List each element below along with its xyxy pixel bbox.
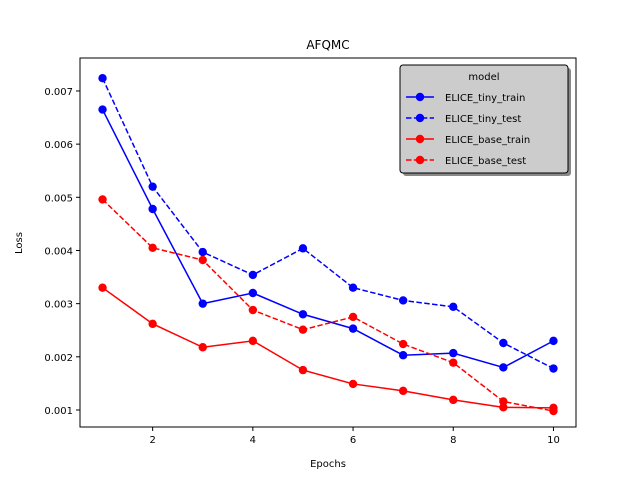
- data-point: [198, 255, 207, 265]
- data-point: [98, 283, 107, 292]
- data-point: [248, 336, 258, 346]
- data-point: [549, 364, 558, 373]
- x-tick-label: 2: [149, 435, 155, 446]
- series-ELICE_tiny_train: [98, 105, 558, 372]
- data-point: [148, 319, 157, 329]
- legend-entry: ELICE_tiny_test: [406, 113, 521, 125]
- data-point: [248, 305, 258, 315]
- data-point: [398, 351, 408, 360]
- data-point: [348, 283, 358, 292]
- data-point: [398, 386, 408, 396]
- data-point: [298, 365, 308, 375]
- data-point: [148, 204, 157, 214]
- data-point: [98, 195, 107, 204]
- x-tick-label: 10: [547, 435, 560, 446]
- x-axis-label: Epochs: [310, 459, 346, 470]
- series-line: [101, 77, 554, 370]
- data-point: [499, 338, 508, 348]
- series-line: [102, 198, 554, 412]
- data-point: [98, 105, 107, 114]
- y-tick-label: 0.003: [44, 300, 73, 311]
- legend-marker: [415, 113, 425, 123]
- data-point: [348, 312, 358, 322]
- data-point: [499, 397, 508, 406]
- legend-title: model: [468, 72, 499, 83]
- data-point: [248, 270, 258, 280]
- data-point: [248, 288, 258, 298]
- data-point: [449, 395, 458, 405]
- data-point: [298, 310, 308, 319]
- data-point: [348, 324, 358, 333]
- y-tick-label: 0.005: [44, 193, 73, 204]
- data-point: [499, 363, 508, 372]
- data-point: [398, 339, 408, 349]
- legend: model ELICE_tiny_train ELICE_tiny_test ELI…: [399, 64, 571, 176]
- data-point: [449, 348, 458, 358]
- y-axis: 0.001 0.002 0.003 0.004 0.005 0.006 0.007: [44, 87, 80, 417]
- y-tick-label: 0.007: [44, 87, 73, 98]
- legend-marker: [415, 134, 425, 144]
- legend-label: ELICE_tiny_test: [445, 114, 521, 125]
- x-axis: 2 4 6 8 10: [149, 427, 560, 446]
- data-point: [449, 358, 458, 367]
- data-point: [398, 296, 408, 305]
- series-ELICE_tiny_test: [98, 74, 558, 373]
- series-ELICE_base_train: [98, 283, 558, 413]
- y-tick-label: 0.002: [44, 353, 73, 364]
- legend-marker: [415, 92, 425, 102]
- legend-box: [399, 64, 569, 174]
- legend-label: ELICE_tiny_train: [445, 93, 525, 104]
- series-ELICE_base_test: [98, 195, 558, 416]
- y-tick-label: 0.004: [44, 246, 73, 257]
- legend-label: ELICE_base_test: [445, 156, 526, 167]
- series-line: [102, 287, 554, 409]
- data-point: [198, 343, 207, 352]
- data-point: [98, 74, 107, 83]
- data-point: [198, 247, 207, 257]
- x-tick-label: 4: [250, 435, 256, 446]
- x-tick-label: 6: [350, 435, 356, 446]
- data-point: [198, 299, 207, 308]
- legend-label: ELICE_base_train: [445, 135, 530, 146]
- y-tick-label: 0.006: [44, 140, 73, 151]
- data-point: [549, 406, 558, 416]
- data-point: [348, 379, 358, 389]
- y-axis-label: Loss: [14, 232, 25, 254]
- data-point: [298, 325, 308, 334]
- data-point: [298, 244, 308, 253]
- y-tick-label: 0.001: [44, 406, 73, 417]
- legend-entry: ELICE_tiny_train: [406, 92, 525, 104]
- data-point: [148, 182, 157, 191]
- chart-title: AFQMC: [306, 38, 349, 52]
- x-tick-label: 8: [450, 435, 456, 446]
- series-line: [101, 109, 554, 369]
- data-point: [499, 403, 508, 412]
- data-point: [148, 243, 157, 253]
- data-point: [449, 302, 458, 312]
- plot-frame: [79, 57, 577, 428]
- data-point: [549, 336, 558, 346]
- legend-entry: ELICE_base_test: [406, 155, 526, 167]
- legend-marker: [415, 155, 425, 165]
- legend-entry: ELICE_base_train: [406, 134, 530, 146]
